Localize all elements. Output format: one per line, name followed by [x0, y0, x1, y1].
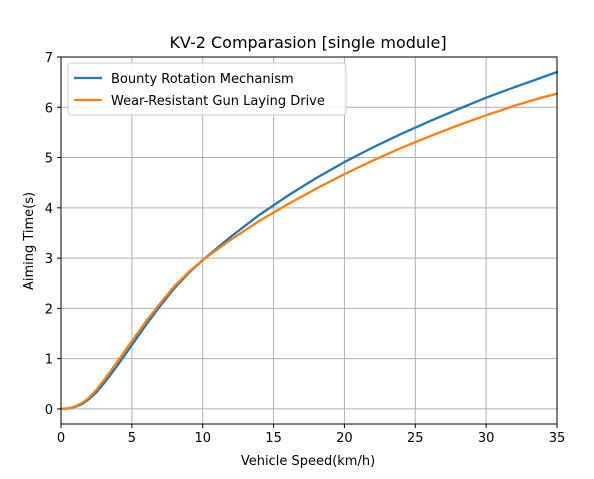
x-tick-label: 20 [336, 431, 353, 446]
plot-frame [60, 56, 558, 425]
y-tick-label: 0 [45, 403, 53, 418]
x-tick-label: 15 [265, 431, 282, 446]
x-tick-label: 0 [57, 431, 65, 446]
legend-box [67, 62, 347, 116]
y-tick-label: 5 [45, 152, 53, 167]
x-axis-label: Vehicle Speed(km/h) [241, 454, 375, 469]
y-tick-label: 4 [45, 202, 53, 217]
axis-ticks: 0 5 10 15 20 25 30 35 0 1 2 3 4 5 6 7 [45, 51, 566, 446]
series-line-2 [59, 92, 559, 411]
x-tick-label: 35 [549, 431, 566, 446]
x-tick-label: 30 [478, 431, 495, 446]
y-axis-label: Aiming Time(s) [22, 192, 37, 290]
legend: Bounty Rotation Mechanism Wear-Resistant … [67, 62, 347, 116]
series-layer [59, 70, 559, 411]
chart-title: KV-2 Comparasion [single module] [169, 33, 446, 52]
y-tick-label: 2 [45, 302, 53, 317]
y-tick-label: 1 [45, 353, 53, 368]
legend-label-1: Bounty Rotation Mechanism [111, 72, 294, 87]
legend-label-2: Wear-Resistant Gun Laying Drive [111, 94, 325, 109]
y-tick-label: 7 [45, 51, 53, 66]
y-tick-label: 3 [45, 252, 53, 267]
x-tick-label: 10 [194, 431, 211, 446]
x-tick-label: 25 [407, 431, 424, 446]
x-tick-label: 5 [128, 431, 136, 446]
y-tick-label: 6 [45, 101, 53, 116]
